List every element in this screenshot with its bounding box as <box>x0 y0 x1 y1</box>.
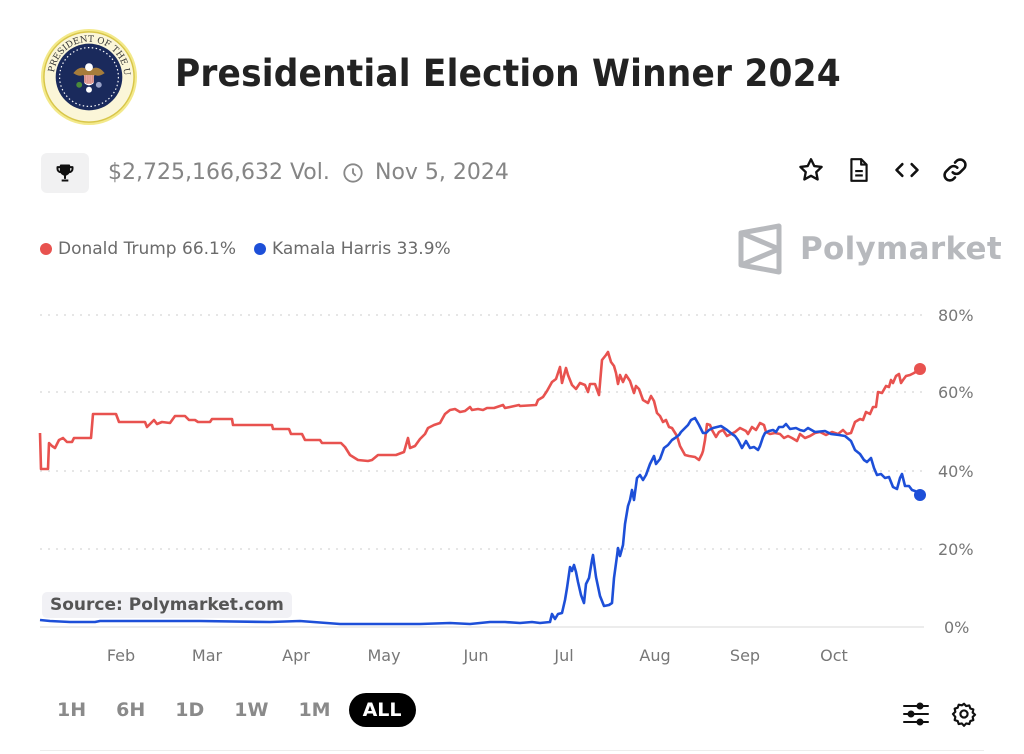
document-icon <box>850 158 868 182</box>
x-tick-sep: Sep <box>729 646 761 665</box>
chart-legend: Donald Trump 66.1% Kamala Harris 33.9% <box>40 239 451 259</box>
rules-document-button[interactable] <box>845 156 873 184</box>
source-caption: Source: Polymarket.com <box>42 592 292 618</box>
x-tick-jun: Jun <box>463 646 489 665</box>
harris-color-dot <box>254 243 267 255</box>
polymarket-watermark: Polymarket <box>738 223 1002 275</box>
harris-latest-point <box>914 489 926 501</box>
range-all-button[interactable]: ALL <box>348 693 416 727</box>
y-tick-40: 40% <box>938 462 974 481</box>
polymarket-logo-icon <box>738 223 782 275</box>
link-icon <box>943 158 967 182</box>
y-tick-60: 60% <box>938 383 974 402</box>
x-tick-aug: Aug <box>639 646 671 665</box>
range-6h-button[interactable]: 6H <box>116 699 146 721</box>
legend-label: Kamala Harris 33.9% <box>272 239 451 259</box>
y-tick-80: 80% <box>938 306 974 325</box>
x-tick-apr: Apr <box>282 646 310 665</box>
y-tick-20: 20% <box>938 540 974 559</box>
x-tick-jul: Jul <box>554 646 574 665</box>
x-tick-may: May <box>367 646 401 665</box>
end-date-text: Nov 5, 2024 <box>375 160 509 185</box>
volume-text: $2,725,166,632 Vol. <box>108 160 330 185</box>
chart-controls <box>902 700 978 728</box>
favorite-button[interactable] <box>797 156 825 184</box>
x-tick-mar: Mar <box>191 646 223 665</box>
embed-code-icon <box>895 162 919 178</box>
trophy-icon <box>56 164 74 182</box>
harris-series-line <box>39 416 921 626</box>
sliders-icon <box>903 702 929 726</box>
y-tick-0: 0% <box>944 618 970 637</box>
x-tick-oct: Oct <box>820 646 848 665</box>
chart-settings-button[interactable] <box>950 700 978 728</box>
range-1w-button[interactable]: 1W <box>234 699 269 721</box>
legend-item-trump: Donald Trump 66.1% <box>40 239 236 259</box>
page-title: Presidential Election Winner 2024 <box>175 52 841 95</box>
range-1m-button[interactable]: 1M <box>298 699 331 721</box>
x-tick-feb: Feb <box>106 646 136 665</box>
range-1h-button[interactable]: 1H <box>57 699 87 721</box>
legend-label: Donald Trump 66.1% <box>58 239 237 259</box>
star-icon <box>799 158 823 181</box>
brand-name: Polymarket <box>800 231 1002 267</box>
trophy-button[interactable] <box>41 153 89 193</box>
gear-icon <box>951 702 977 727</box>
clock-icon <box>343 163 363 183</box>
divider <box>40 750 984 751</box>
trump-latest-point <box>914 363 926 375</box>
chart-filters-button[interactable] <box>902 700 930 728</box>
seal-of-the-president-icon: PRESIDENT OF THE UNITED <box>40 28 138 126</box>
range-1d-button[interactable]: 1D <box>175 699 205 721</box>
trump-color-dot <box>40 243 52 255</box>
action-bar <box>797 156 969 184</box>
embed-button[interactable] <box>893 156 921 184</box>
legend-item-harris: Kamala Harris 33.9% <box>254 239 451 259</box>
trump-series-line <box>38 350 921 471</box>
time-range-selector: 1H 6H 1D 1W 1M ALL <box>45 693 416 727</box>
copy-link-button[interactable] <box>941 156 969 184</box>
